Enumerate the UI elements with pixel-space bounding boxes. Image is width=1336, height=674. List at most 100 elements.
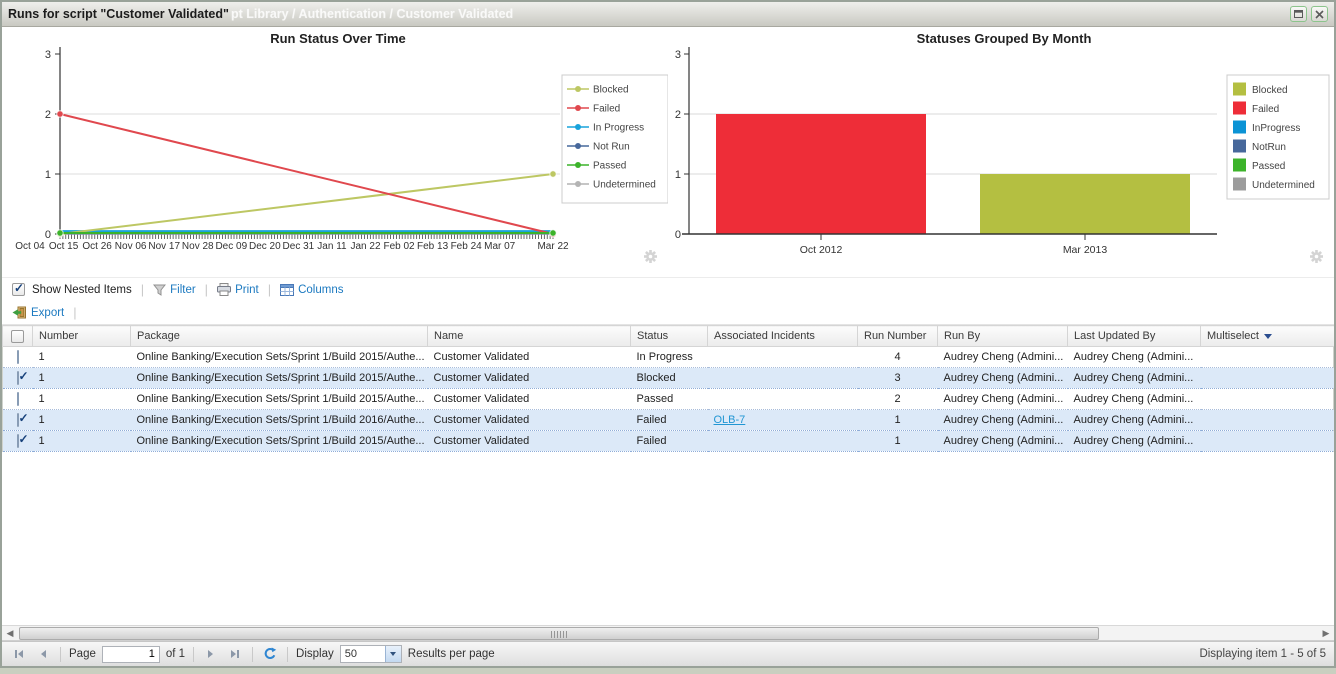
last-page-button[interactable] [226, 645, 244, 663]
svg-text:Blocked: Blocked [593, 85, 629, 96]
svg-text:Oct 2012: Oct 2012 [800, 244, 843, 256]
line-chart-svg: Run Status Over Time 0 1 2 3 Oct 04 Oct 15 Oct … [15, 31, 668, 252]
first-page-icon [15, 650, 23, 658]
print-button[interactable]: Print [217, 283, 259, 296]
filter-funnel-icon [153, 284, 167, 296]
svg-text:1: 1 [675, 169, 681, 181]
col-header-multiselect[interactable]: Multiselect [1200, 325, 1334, 347]
col-header-number[interactable]: Number [32, 325, 131, 347]
row-checkbox[interactable] [16, 413, 19, 427]
svg-text:Oct 15: Oct 15 [49, 241, 79, 252]
grid-empty-area [2, 452, 1334, 625]
show-nested-checkbox[interactable] [12, 281, 25, 296]
close-button[interactable] [1311, 6, 1328, 22]
chevron-down-icon [1263, 333, 1272, 339]
svg-text:0: 0 [675, 229, 681, 241]
close-icon [1315, 9, 1324, 19]
table-header-row: Number Package Name Status Associated In… [2, 325, 1334, 347]
next-page-button[interactable] [202, 645, 220, 663]
horizontal-scrollbar[interactable]: ◀ ▶ [2, 625, 1334, 641]
col-header-status[interactable]: Status [630, 325, 708, 347]
columns-button[interactable]: Columns [280, 283, 344, 296]
svg-text:Not Run: Not Run [593, 142, 630, 153]
svg-text:Passed: Passed [593, 161, 626, 172]
svg-text:2: 2 [45, 109, 51, 121]
maximize-icon [1294, 10, 1303, 18]
col-header-last-updated-by[interactable]: Last Updated By [1067, 325, 1201, 347]
svg-text:Nov 17: Nov 17 [148, 241, 180, 252]
svg-text:Jan 11: Jan 11 [317, 241, 347, 252]
row-checkbox[interactable] [16, 434, 19, 448]
paging-statusbar: Page of 1 Display 50 Results per page Di… [2, 641, 1334, 666]
export-button[interactable]: Export [12, 306, 64, 319]
filter-button[interactable]: Filter [153, 284, 196, 296]
svg-text:Undetermined: Undetermined [593, 180, 656, 191]
svg-text:NotRun: NotRun [1252, 142, 1286, 153]
runs-table: Number Package Name Status Associated In… [2, 325, 1334, 452]
row-checkbox[interactable] [16, 392, 19, 406]
show-nested-label: Show Nested Items [32, 283, 132, 296]
refresh-button[interactable] [261, 645, 279, 663]
previous-page-icon [41, 650, 46, 658]
page-label: Page [69, 648, 96, 660]
results-per-page-select[interactable]: 50 [339, 645, 402, 663]
col-header-name[interactable]: Name [427, 325, 631, 347]
row-checkbox[interactable] [16, 371, 19, 385]
svg-text:Dec 31: Dec 31 [283, 241, 315, 252]
svg-text:InProgress: InProgress [1252, 123, 1300, 134]
select-all-checkbox[interactable] [11, 329, 24, 343]
chevron-down-icon [390, 652, 397, 656]
export-toolbar: Export | [2, 301, 1334, 325]
svg-text:Undetermined: Undetermined [1252, 180, 1315, 191]
scroll-left-arrow[interactable]: ◀ [6, 627, 14, 638]
display-label: Display [296, 648, 334, 660]
col-header-associated-incidents[interactable]: Associated Incidents [707, 325, 858, 347]
chart-settings-gear-icon[interactable] [643, 249, 658, 269]
svg-text:Mar 07: Mar 07 [484, 241, 516, 252]
maximize-button[interactable] [1290, 6, 1307, 22]
svg-text:3: 3 [675, 49, 681, 61]
page-number-input[interactable] [101, 645, 160, 663]
svg-text:Passed: Passed [1252, 161, 1285, 172]
export-icon [12, 306, 26, 319]
col-header-package[interactable]: Package [130, 325, 428, 347]
svg-text:Failed: Failed [1252, 104, 1279, 115]
svg-text:In Progress: In Progress [593, 123, 644, 134]
grid-toolbar: Show Nested Items | Filter | Print | Col… [2, 277, 1334, 301]
scrollbar-thumb[interactable] [19, 627, 1099, 640]
previous-page-button[interactable] [34, 645, 52, 663]
last-page-icon [231, 650, 240, 658]
bar-chart-svg: Statuses Grouped By Month Oct 2012 Mar 201… [675, 31, 1330, 256]
printer-icon [217, 283, 232, 296]
svg-text:Oct 26: Oct 26 [82, 241, 112, 252]
combo-trigger[interactable] [384, 646, 401, 662]
scroll-right-arrow[interactable]: ▶ [1322, 627, 1330, 638]
col-header-run-by[interactable]: Run By [937, 325, 1068, 347]
svg-text:0: 0 [45, 229, 51, 241]
svg-text:Mar 22: Mar 22 [537, 241, 569, 252]
columns-grid-icon [280, 283, 295, 296]
displaying-items-text: Displaying item 1 - 5 of 5 [1199, 648, 1326, 660]
select-all-header[interactable] [2, 325, 33, 347]
svg-text:Nov 28: Nov 28 [182, 241, 214, 252]
svg-text:Run Status Over Time: Run Status Over Time [270, 31, 406, 46]
next-page-icon [208, 650, 214, 658]
svg-text:Feb 13: Feb 13 [417, 241, 449, 252]
svg-text:Jan 22: Jan 22 [350, 241, 380, 252]
background-breadcrumb: pt Library / Authentication / Customer V… [230, 7, 514, 21]
chart-settings-gear-icon[interactable] [1309, 249, 1324, 269]
row-checkbox[interactable] [16, 350, 19, 364]
page-of-label: of 1 [165, 648, 186, 660]
incident-link[interactable]: OLB-7 [713, 414, 746, 426]
col-header-run-number[interactable]: Run Number [857, 325, 938, 347]
statuses-by-month-chart: Statuses Grouped By Month Oct 2012 Mar 201… [674, 27, 1334, 277]
dialog-titlebar[interactable]: Runs for script "Customer Validated" pt … [2, 2, 1334, 27]
results-per-page-label: Results per page [407, 648, 495, 660]
first-page-button[interactable] [10, 645, 28, 663]
